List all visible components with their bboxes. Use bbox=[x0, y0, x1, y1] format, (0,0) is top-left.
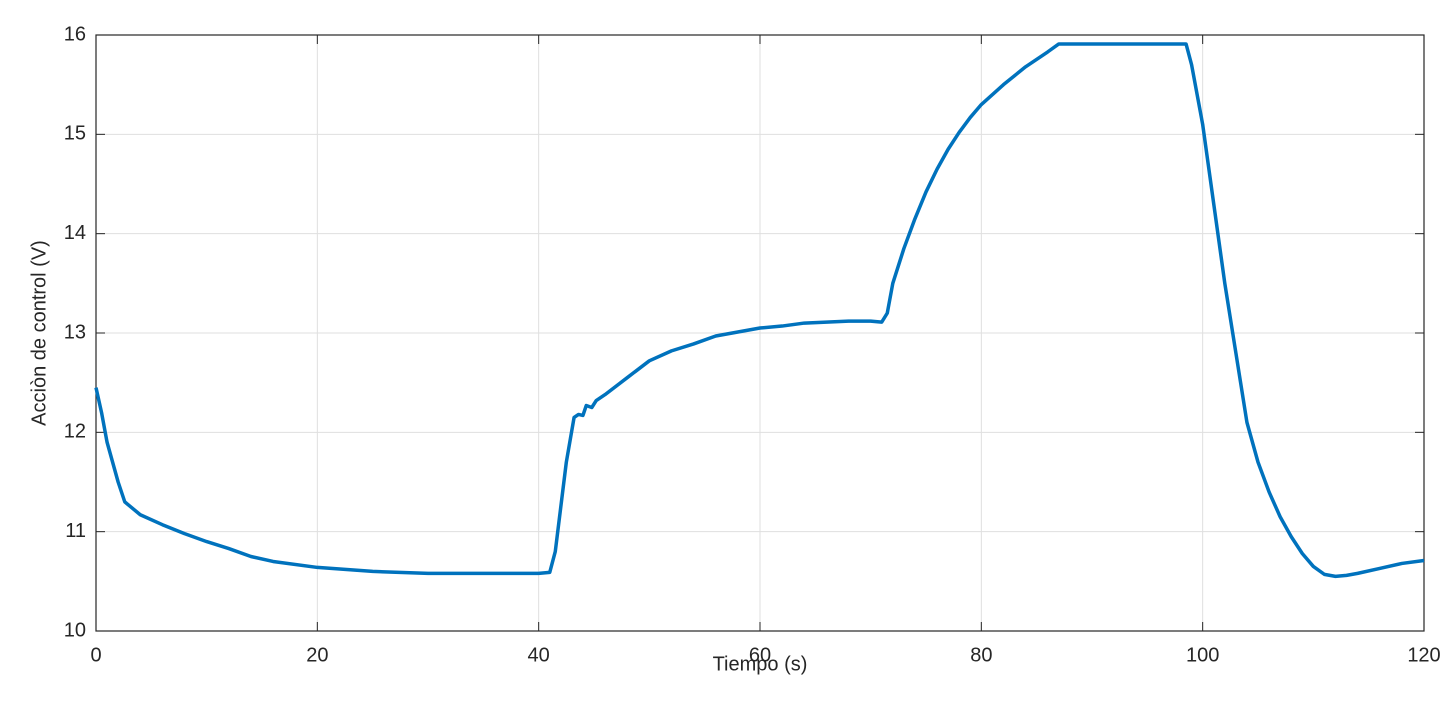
y-tick-label: 14 bbox=[64, 222, 86, 244]
y-tick-label: 16 bbox=[64, 23, 86, 45]
plot-frame bbox=[95, 34, 1425, 632]
x-tick-label: 120 bbox=[1407, 644, 1440, 666]
y-tick-label: 13 bbox=[64, 321, 86, 343]
x-tick-label: 40 bbox=[528, 644, 550, 666]
y-axis-label: Acciòn de control (V) bbox=[28, 240, 50, 426]
y-tick-label: 10 bbox=[64, 619, 86, 641]
x-tick-label: 0 bbox=[90, 644, 101, 666]
x-axis-label: Tiempo (s) bbox=[713, 653, 808, 675]
y-tick-label: 12 bbox=[64, 421, 86, 443]
y-tick-label: 11 bbox=[65, 520, 86, 542]
y-tick-label: 15 bbox=[64, 123, 86, 145]
x-tick-label: 80 bbox=[970, 644, 992, 666]
data-line bbox=[94, 42, 1425, 579]
x-tick-label: 20 bbox=[306, 644, 328, 666]
x-tick-label: 100 bbox=[1186, 644, 1219, 666]
x-tick-label: 60 bbox=[749, 644, 771, 666]
